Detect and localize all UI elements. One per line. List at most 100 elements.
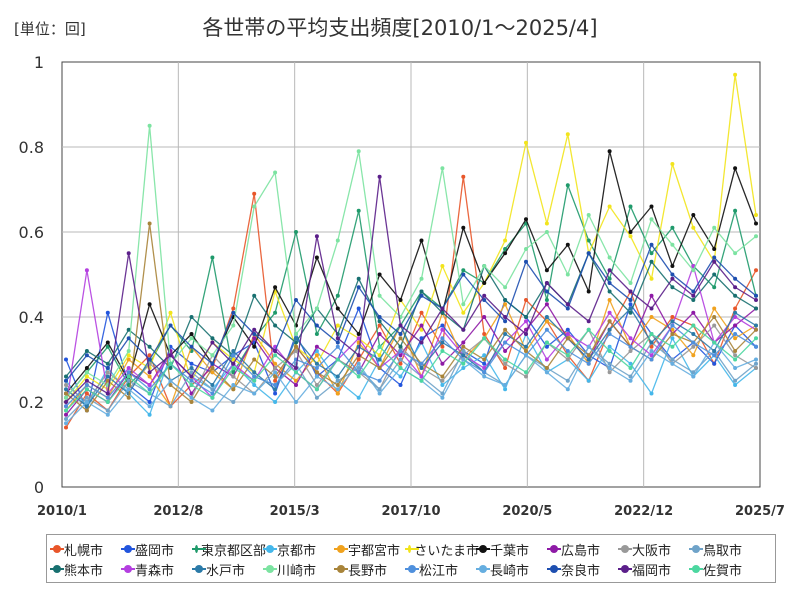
data-point — [377, 272, 382, 277]
data-point — [649, 391, 654, 396]
legend-item: 長野市 — [334, 559, 408, 579]
data-point — [419, 293, 424, 298]
data-point — [419, 327, 424, 332]
data-point — [440, 395, 445, 400]
data-point — [64, 378, 68, 383]
legend-swatch — [263, 545, 277, 553]
data-point — [126, 378, 131, 383]
data-point — [252, 344, 257, 349]
data-point — [628, 374, 633, 379]
data-point — [105, 366, 110, 370]
data-point — [273, 378, 278, 383]
data-point — [335, 238, 340, 243]
data-point — [398, 332, 403, 336]
data-point — [231, 323, 236, 328]
data-point — [754, 268, 758, 273]
data-point — [607, 276, 612, 281]
data-point — [64, 391, 68, 396]
data-point — [314, 383, 319, 387]
legend-swatch — [334, 545, 348, 553]
data-point — [189, 400, 194, 404]
data-point — [273, 349, 278, 353]
data-point — [712, 285, 717, 290]
data-point — [670, 319, 675, 324]
data-point — [314, 306, 319, 311]
data-point — [273, 323, 278, 328]
data-point — [461, 344, 466, 349]
data-point — [419, 238, 424, 243]
data-point — [314, 255, 319, 260]
data-point — [168, 366, 173, 370]
data-point — [419, 289, 424, 294]
data-point — [273, 366, 278, 370]
data-point — [126, 251, 131, 256]
data-point — [189, 366, 194, 370]
series-line — [65, 182, 757, 399]
data-point — [377, 353, 382, 358]
data-point — [64, 387, 68, 392]
data-point — [314, 370, 319, 375]
data-point — [335, 336, 340, 341]
data-point — [544, 315, 549, 319]
data-point — [544, 327, 549, 332]
data-point — [607, 289, 612, 294]
data-point — [273, 370, 278, 375]
data-point — [231, 361, 236, 366]
data-point — [503, 238, 508, 243]
data-point — [754, 344, 758, 349]
data-point — [628, 230, 633, 234]
data-point — [147, 387, 152, 392]
data-point — [105, 412, 110, 417]
data-point — [586, 361, 591, 366]
data-point — [64, 421, 68, 426]
data-point — [712, 306, 717, 311]
data-point — [64, 400, 68, 404]
legend-label: 青森市 — [135, 563, 175, 579]
data-point — [105, 374, 110, 379]
data-point — [294, 383, 298, 387]
legend-item: 松江市 — [405, 559, 479, 579]
legend-swatch — [405, 565, 419, 573]
data-point — [314, 349, 319, 353]
x-tick-label: 2015/3 — [270, 504, 320, 519]
data-point — [314, 353, 319, 358]
data-point — [503, 298, 508, 302]
data-point — [84, 400, 89, 404]
data-point — [440, 344, 445, 349]
data-point — [482, 293, 487, 298]
data-point — [733, 166, 738, 171]
data-point — [335, 323, 340, 328]
data-point — [733, 336, 738, 341]
data-point — [565, 336, 570, 341]
x-tick-label: 2017/10 — [381, 504, 440, 519]
data-point — [733, 366, 738, 370]
data-point — [586, 344, 591, 349]
data-point — [126, 349, 131, 353]
data-point — [586, 251, 591, 256]
data-point — [461, 327, 466, 332]
legend-swatch — [547, 545, 561, 553]
data-point — [461, 357, 466, 362]
data-point — [733, 293, 738, 298]
data-point — [440, 361, 445, 366]
data-point — [252, 293, 257, 298]
data-point — [544, 289, 549, 294]
data-point — [231, 349, 236, 353]
data-point — [482, 357, 487, 362]
data-point — [168, 361, 173, 366]
data-point — [398, 298, 403, 302]
x-tick-label: 2012/8 — [153, 504, 203, 519]
data-point — [649, 276, 654, 281]
data-point — [398, 344, 403, 349]
data-point — [398, 336, 403, 341]
data-point — [252, 327, 257, 332]
data-point — [524, 247, 528, 251]
data-point — [649, 315, 654, 319]
data-point — [252, 374, 257, 379]
data-point — [503, 340, 508, 345]
data-point — [335, 357, 340, 362]
data-point — [147, 391, 152, 396]
data-point — [398, 353, 403, 358]
data-point — [607, 268, 612, 273]
legend-item: 水戸市 — [192, 559, 266, 579]
